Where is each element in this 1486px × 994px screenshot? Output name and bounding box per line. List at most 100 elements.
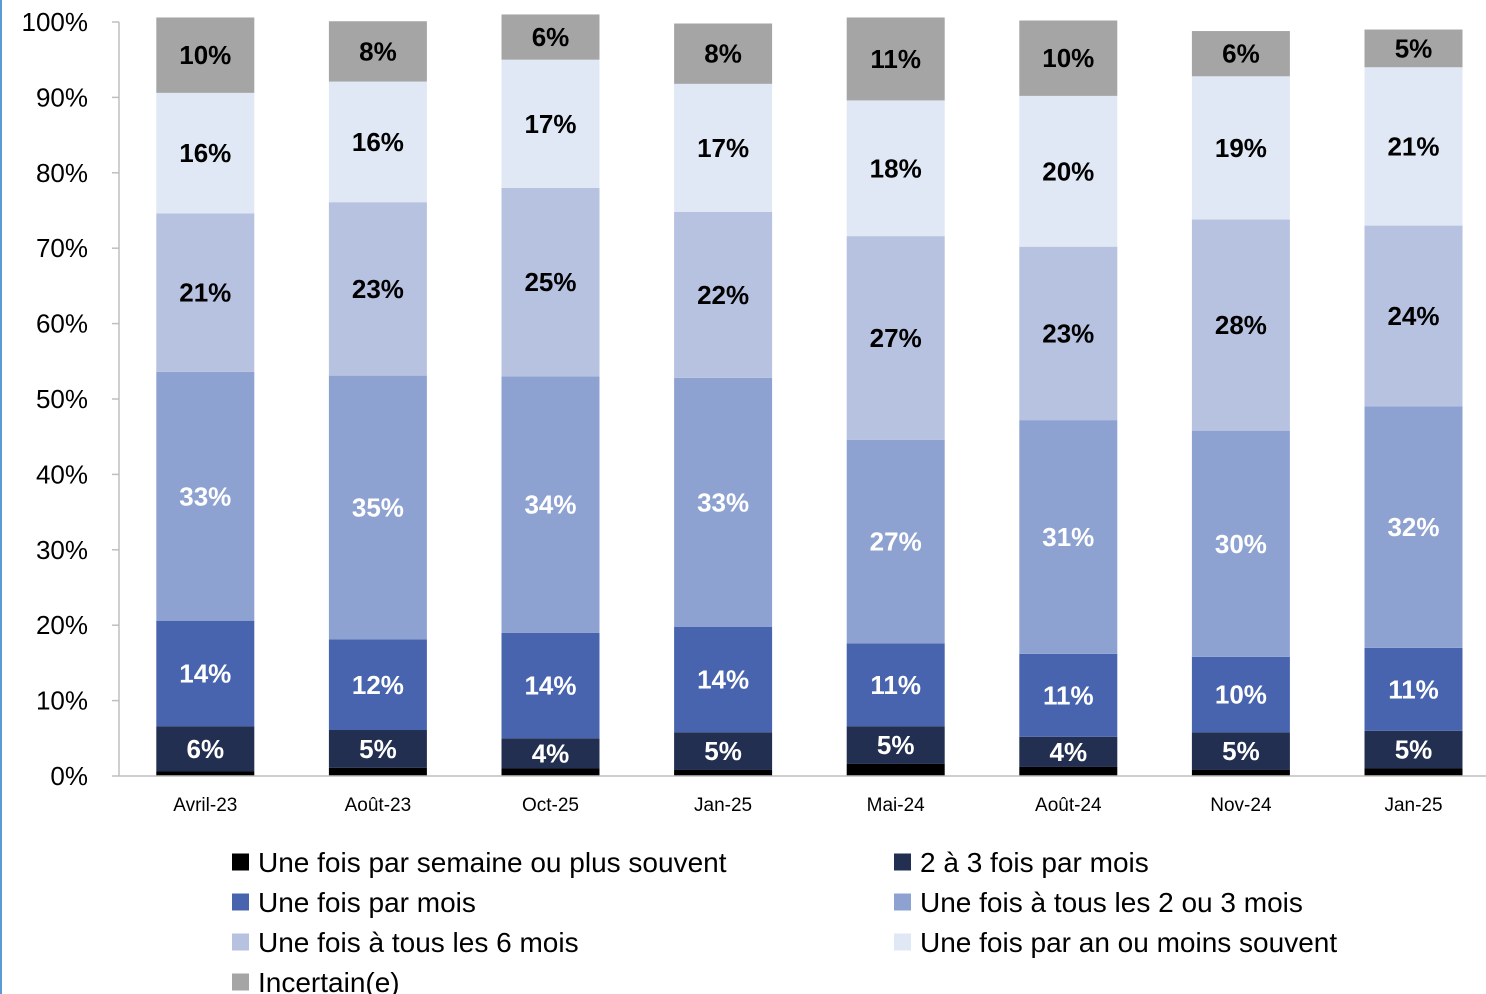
bar-segment — [156, 371, 255, 621]
y-tick-label: 40% — [36, 459, 88, 489]
data-label: 24% — [1387, 301, 1439, 331]
y-tick-label: 0% — [50, 761, 88, 791]
bar-segment — [501, 738, 600, 769]
bar-segment — [1191, 31, 1290, 77]
bar-segment — [1364, 768, 1463, 776]
bar-segment — [846, 439, 945, 644]
legend-swatch — [894, 893, 911, 911]
data-label: 6% — [1222, 39, 1260, 69]
bar-segment — [674, 377, 773, 627]
x-tick-label: Jan-25 — [1384, 795, 1442, 816]
bar-segment — [1019, 20, 1118, 96]
bar-segment — [846, 643, 945, 727]
x-axis: Avril-23 Août-23 Oct-25 Jan-25 Mai-24 Août-24… — [119, 775, 1486, 816]
bar-segment — [846, 17, 945, 101]
bar-segment — [1191, 76, 1290, 220]
y-tick-label: 20% — [36, 610, 88, 640]
bar-segment — [846, 763, 945, 776]
data-label: 11% — [1388, 674, 1439, 704]
bar-segment — [328, 81, 427, 203]
data-label: 14% — [697, 664, 749, 694]
bar-segment — [328, 730, 427, 768]
bar-segment — [1364, 29, 1463, 68]
bar-segment — [1019, 420, 1118, 654]
bar-segment — [328, 21, 427, 82]
bar-segment — [846, 726, 945, 764]
data-label: 12% — [352, 670, 404, 700]
data-label: 30% — [1215, 529, 1267, 559]
data-label: 8% — [704, 39, 742, 69]
data-label: 27% — [870, 527, 922, 557]
data-label: 5% — [359, 734, 397, 764]
data-label: 16% — [179, 138, 231, 168]
data-label: 21% — [179, 278, 231, 308]
window-left-border — [0, 0, 2, 994]
x-tick-label: Oct-25 — [522, 795, 579, 816]
legend-label: Une fois par semaine ou plus souvent — [258, 847, 727, 878]
bar-segment — [156, 620, 255, 727]
x-tick-label: Août-24 — [1035, 795, 1102, 816]
bar-segment — [674, 83, 773, 213]
data-label: 19% — [1215, 133, 1267, 163]
data-label: 10% — [179, 40, 231, 70]
data-label: 27% — [870, 323, 922, 353]
legend-swatch — [232, 853, 249, 871]
bar-segment — [674, 769, 773, 776]
y-tick-label: 60% — [36, 309, 88, 339]
data-label: 23% — [352, 274, 404, 304]
bar-segment — [501, 14, 600, 60]
legend-label: Une fois par mois — [258, 887, 476, 918]
data-labels: 6% 14% 33% 21% 16% 10% 5% 12% 35% 23% 16% 8% 4% 14% 34… — [179, 22, 1439, 768]
data-label: 23% — [1042, 318, 1094, 348]
y-tick-label: 50% — [36, 384, 88, 414]
data-label: 5% — [704, 736, 742, 766]
data-label: 11% — [870, 44, 921, 74]
bar-segment — [156, 213, 255, 372]
data-label: 25% — [524, 267, 576, 297]
data-label: 14% — [179, 658, 231, 688]
data-label: 10% — [1215, 680, 1267, 710]
bar-segment — [328, 202, 427, 376]
data-label: 20% — [1042, 156, 1094, 186]
legend-swatch — [232, 893, 249, 911]
legend-label: Une fois par an ou moins souvent — [920, 927, 1337, 958]
bar-segment — [674, 626, 773, 733]
legend-label: Une fois à tous les 2 ou 3 mois — [920, 887, 1303, 918]
y-tick-label: 10% — [36, 686, 88, 716]
y-tick-label: 100% — [22, 7, 89, 37]
x-tick-label: Jan-25 — [694, 795, 752, 816]
bar-segment — [674, 23, 773, 84]
data-label: 4% — [1050, 737, 1088, 767]
legend: Une fois par semaine ou plus souvent 2 à … — [232, 847, 1337, 994]
data-label: 34% — [524, 490, 576, 520]
x-tick-label: Avril-23 — [173, 795, 237, 816]
bar-segment — [1019, 766, 1118, 776]
data-label: 17% — [524, 109, 576, 139]
bar-segment — [674, 732, 773, 770]
bar-segment — [674, 212, 773, 378]
bar-segment — [1191, 430, 1290, 657]
legend-label: Incertain(e) — [258, 967, 400, 994]
bar-segment — [1364, 225, 1463, 407]
data-label: 18% — [870, 153, 922, 183]
bar-segment — [501, 768, 600, 776]
data-label: 32% — [1387, 512, 1439, 542]
bar-segment — [1364, 647, 1463, 731]
bar-segment — [156, 92, 255, 214]
legend-label: 2 à 3 fois par mois — [920, 847, 1149, 878]
bar-segment — [1364, 730, 1463, 769]
data-label: 16% — [352, 127, 404, 157]
data-label: 17% — [697, 133, 749, 163]
data-label: 8% — [359, 36, 397, 66]
bar-segment — [501, 187, 600, 377]
legend-swatch — [894, 853, 911, 871]
legend-label: Une fois à tous les 6 mois — [258, 927, 579, 958]
y-axis: 0% 10% 20% 30% 40% 50% 60% 70% 80% 90% 100% — [22, 7, 120, 791]
bar-segment — [156, 726, 255, 772]
y-tick-label: 30% — [36, 535, 88, 565]
data-label: 11% — [870, 670, 921, 700]
bar-segment — [1191, 732, 1290, 770]
y-tick-label: 80% — [36, 158, 88, 188]
bar-segment — [1191, 219, 1290, 431]
